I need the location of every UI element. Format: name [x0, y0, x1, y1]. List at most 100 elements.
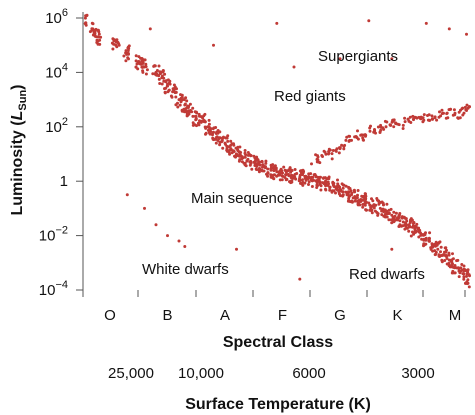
star-point [290, 169, 294, 172]
star-point [177, 239, 181, 243]
star-point [368, 203, 372, 207]
star-point [183, 245, 187, 248]
star-point [314, 175, 318, 179]
star-point [437, 241, 441, 244]
star-point [244, 153, 248, 157]
star-point [185, 99, 189, 103]
star-point [154, 223, 158, 227]
star-point [112, 39, 116, 43]
star-point [413, 115, 417, 119]
x-tick-label: K [392, 307, 402, 324]
star-point [92, 28, 96, 32]
star-point [452, 108, 456, 112]
star-point [319, 175, 322, 179]
star-point [391, 217, 395, 221]
star-point [424, 21, 428, 25]
star-point [338, 57, 342, 61]
star-point [377, 200, 381, 204]
star-point [183, 102, 187, 106]
star-point [232, 150, 236, 153]
star-point [218, 143, 222, 147]
star-point [173, 86, 177, 90]
y-tick-label: 104 [45, 61, 68, 81]
star-point [191, 106, 195, 110]
star-point [235, 247, 238, 251]
star-point [462, 277, 466, 281]
annotation-white-dwarfs: White dwarfs [142, 261, 229, 278]
y-tick-label: 10−2 [39, 225, 68, 245]
star-point [92, 31, 96, 35]
star-point [264, 165, 267, 169]
star-point [160, 74, 164, 78]
star-point [336, 182, 340, 186]
star-point [98, 38, 102, 42]
star-point [348, 138, 352, 142]
star-point [462, 269, 466, 273]
star-point [214, 141, 218, 145]
star-point [191, 114, 195, 118]
star-point [307, 180, 311, 184]
star-point [256, 162, 260, 165]
star-point [163, 91, 167, 95]
star-point [166, 90, 170, 94]
star-point [400, 216, 404, 220]
star-point [229, 143, 233, 147]
star-point [338, 185, 342, 189]
star-point [246, 151, 250, 154]
star-point [275, 21, 279, 25]
star-point [96, 28, 100, 32]
y-tick-label: 102 [45, 116, 68, 136]
star-point [254, 167, 258, 171]
star-point [228, 152, 232, 156]
star-point [392, 210, 396, 214]
star-point [437, 253, 441, 257]
star-point [463, 105, 467, 109]
star-point [216, 131, 220, 135]
star-point [356, 137, 360, 141]
star-point [299, 169, 303, 173]
star-point [343, 143, 347, 147]
star-point [313, 173, 317, 176]
star-point [420, 237, 424, 241]
star-point [218, 136, 222, 140]
star-point [157, 74, 160, 77]
star-point [412, 221, 416, 224]
star-point [229, 139, 233, 143]
star-point [341, 186, 345, 190]
star-point [126, 56, 130, 60]
star-point [444, 116, 448, 120]
star-point [382, 203, 385, 207]
star-point [196, 121, 200, 125]
star-point [261, 165, 264, 169]
x-tick-label: O [104, 307, 116, 324]
star-point [344, 138, 348, 142]
star-point [431, 249, 435, 253]
star-point [404, 217, 408, 221]
star-point [327, 177, 331, 181]
star-point [348, 200, 352, 204]
star-point [316, 184, 319, 188]
star-point [396, 218, 399, 222]
star-point [467, 285, 471, 289]
star-point [378, 206, 382, 210]
star-point [84, 23, 88, 27]
star-point [407, 229, 411, 233]
star-point [426, 118, 430, 122]
star-point [398, 219, 402, 223]
star-point [288, 166, 292, 170]
star-point [153, 64, 157, 68]
star-point [289, 181, 293, 185]
star-point [158, 70, 162, 74]
star-point [394, 121, 398, 125]
star-point [435, 243, 439, 247]
star-point [324, 184, 328, 188]
star-point [84, 21, 88, 25]
star-point [215, 135, 219, 139]
star-point [195, 111, 199, 115]
star-point [328, 188, 332, 192]
star-point [195, 124, 198, 128]
star-point [212, 126, 216, 130]
star-point [328, 185, 332, 189]
star-point [330, 157, 334, 161]
star-point [348, 194, 352, 198]
